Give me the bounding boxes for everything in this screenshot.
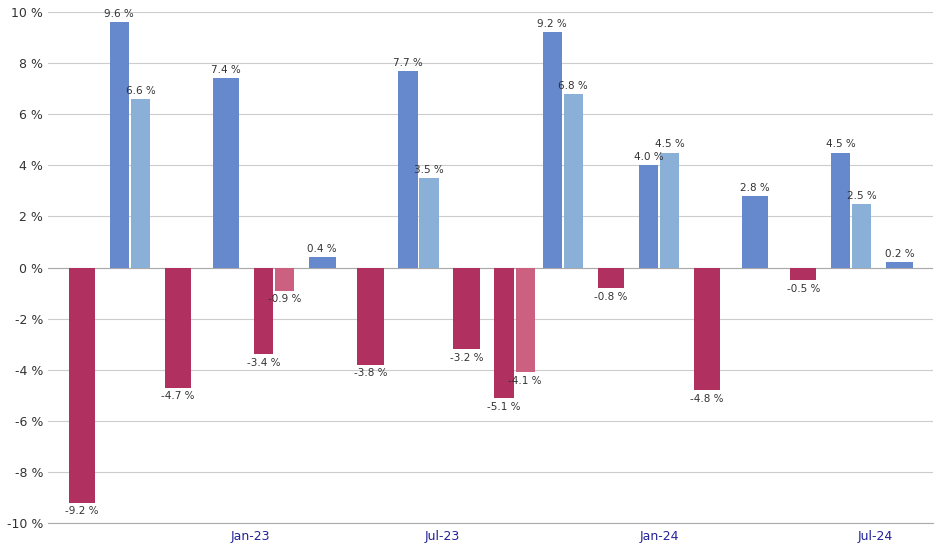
Text: -0.9 %: -0.9 % <box>268 294 302 304</box>
Bar <box>419 178 439 267</box>
Bar <box>131 99 150 267</box>
Text: 9.6 %: 9.6 % <box>104 9 134 19</box>
Bar <box>742 196 768 267</box>
Text: -3.4 %: -3.4 % <box>247 358 280 368</box>
Text: 6.6 %: 6.6 % <box>126 86 155 96</box>
Text: 3.5 %: 3.5 % <box>415 165 444 175</box>
Text: -0.5 %: -0.5 % <box>787 284 820 294</box>
Bar <box>69 267 95 503</box>
Bar <box>399 71 417 267</box>
Text: 4.0 %: 4.0 % <box>634 152 663 162</box>
Bar <box>212 79 240 267</box>
Text: 6.8 %: 6.8 % <box>558 81 588 91</box>
Text: -0.8 %: -0.8 % <box>594 292 628 302</box>
Text: 2.5 %: 2.5 % <box>847 190 877 201</box>
Bar <box>357 267 384 365</box>
Text: 9.2 %: 9.2 % <box>538 19 567 29</box>
Text: -4.8 %: -4.8 % <box>690 394 724 404</box>
Bar <box>886 262 913 267</box>
Text: 0.2 %: 0.2 % <box>885 249 915 260</box>
Bar <box>790 267 817 280</box>
Bar <box>494 267 513 398</box>
Bar <box>598 267 624 288</box>
Bar <box>660 152 679 267</box>
Bar <box>639 166 658 267</box>
Text: -3.2 %: -3.2 % <box>450 353 483 363</box>
Bar <box>564 94 583 267</box>
Bar <box>831 152 851 267</box>
Text: -9.2 %: -9.2 % <box>65 507 99 516</box>
Text: 7.7 %: 7.7 % <box>393 58 423 68</box>
Text: -5.1 %: -5.1 % <box>487 402 521 412</box>
Bar <box>853 204 871 267</box>
Text: -4.1 %: -4.1 % <box>509 376 542 386</box>
Bar <box>254 267 274 354</box>
Bar <box>542 32 562 267</box>
Bar <box>309 257 336 267</box>
Text: 0.4 %: 0.4 % <box>307 244 337 254</box>
Text: -4.7 %: -4.7 % <box>162 392 195 402</box>
Bar <box>275 267 294 290</box>
Bar <box>110 22 129 267</box>
Bar <box>516 267 535 372</box>
Text: 2.8 %: 2.8 % <box>740 183 770 193</box>
Text: 7.4 %: 7.4 % <box>212 65 241 75</box>
Bar <box>694 267 720 390</box>
Text: -3.8 %: -3.8 % <box>353 368 387 378</box>
Text: 4.5 %: 4.5 % <box>654 140 684 150</box>
Text: 4.5 %: 4.5 % <box>826 140 855 150</box>
Bar <box>453 267 479 349</box>
Bar <box>164 267 191 388</box>
